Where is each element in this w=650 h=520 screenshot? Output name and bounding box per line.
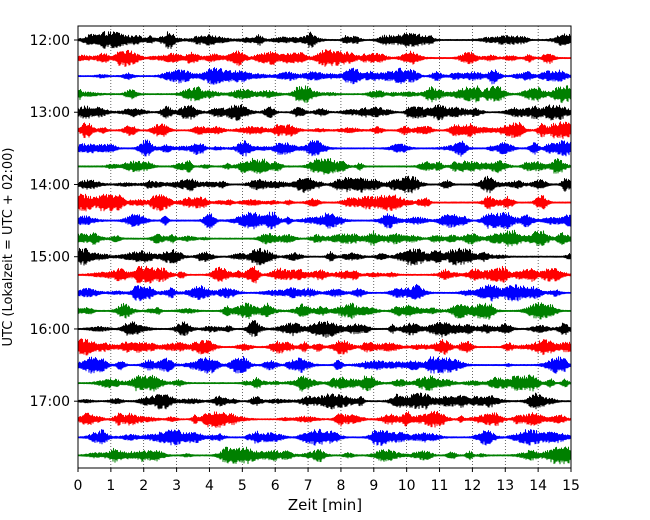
x-tick-label: 14 xyxy=(529,478,547,494)
seismic-trace xyxy=(77,265,572,284)
x-tick-label: 10 xyxy=(398,478,416,494)
y-tick-label: 14:00 xyxy=(30,177,70,193)
y-tick-label: 17:00 xyxy=(30,394,70,410)
x-tick-label: 2 xyxy=(139,478,148,494)
x-tick-label: 5 xyxy=(238,478,247,494)
x-tick-label: 9 xyxy=(369,478,378,494)
seismic-trace xyxy=(77,302,572,320)
x-axis-ticks: 0 1 2 3 4 5 6 7 8 9 10 11 12 13 14 15 xyxy=(74,468,580,494)
x-tick-label: 4 xyxy=(205,478,214,494)
x-tick-label: 13 xyxy=(496,478,514,494)
seismic-trace xyxy=(77,428,572,446)
x-axis-title: Zeit [min] xyxy=(288,496,362,514)
y-tick-label: 12:00 xyxy=(30,33,70,49)
x-tick-label: 0 xyxy=(74,478,83,494)
seismic-traces xyxy=(77,31,572,465)
y-axis-title: UTC (Lokalzeit = UTC + 02:00) xyxy=(1,148,16,347)
x-tick-label: 6 xyxy=(271,478,280,494)
x-tick-label: 3 xyxy=(172,478,181,494)
x-tick-label: 11 xyxy=(431,478,449,494)
y-tick-label: 16:00 xyxy=(30,322,70,338)
seismic-trace xyxy=(77,374,572,392)
y-tick-label: 15:00 xyxy=(30,250,70,266)
plot-frame xyxy=(77,25,572,469)
x-tick-label: 12 xyxy=(463,478,481,494)
y-tick-label: 13:00 xyxy=(30,105,70,121)
seismic-trace xyxy=(77,392,572,410)
x-tick-label: 8 xyxy=(336,478,345,494)
x-tick-label: 7 xyxy=(304,478,313,494)
x-tick-label: 15 xyxy=(562,478,580,494)
x-tick-label: 1 xyxy=(106,478,115,494)
y-axis-ticks: 12:00 13:00 14:00 15:00 16:00 17:00 xyxy=(30,33,78,410)
